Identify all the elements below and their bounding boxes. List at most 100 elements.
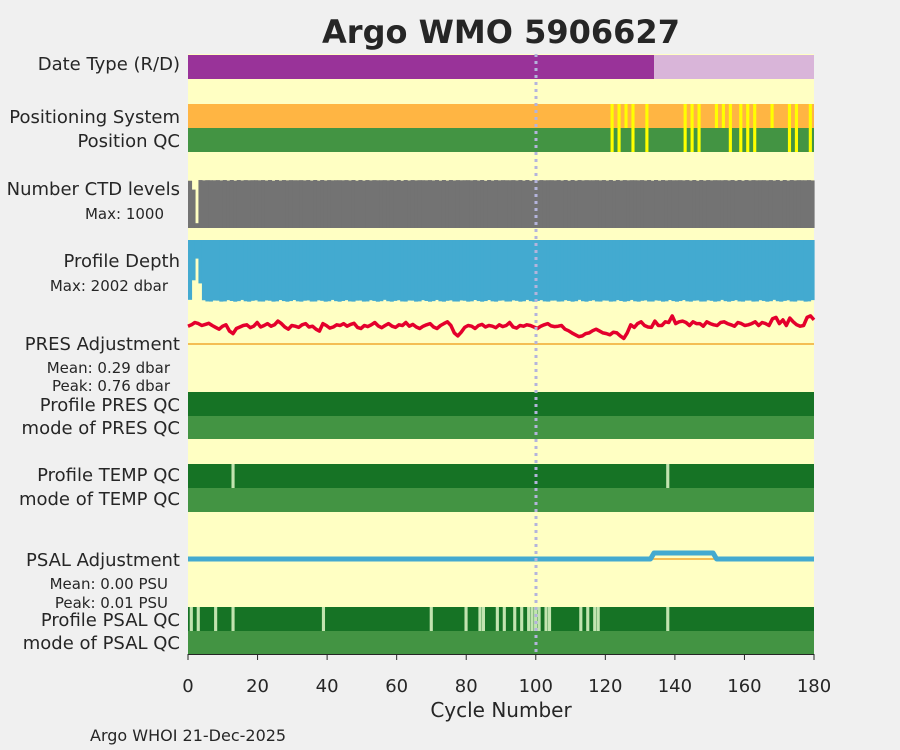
ctd-level-bar: [354, 180, 360, 228]
ctd-level-bar: [365, 180, 370, 228]
depth-bar: [626, 240, 631, 302]
depth-bar: [664, 240, 669, 302]
ctd-level-bar: [243, 180, 248, 228]
depth-bar: [247, 240, 252, 302]
ctd-level-bar: [219, 180, 224, 228]
label-psal-peak: Peak: 0.01 PSU: [55, 594, 168, 612]
row-labels: Date Type (R/D) Positioning System Posit…: [7, 54, 180, 654]
depth-bar: [414, 240, 419, 302]
depth-bar: [765, 240, 770, 302]
ctd-level-bar: [288, 180, 293, 228]
ctd-level-bar: [205, 180, 210, 228]
ctd-level-bar: [295, 180, 300, 228]
ctd-level-bar: [382, 180, 387, 228]
depth-bar: [459, 240, 464, 301]
depth-bar: [191, 240, 196, 281]
ctd-level-bar: [695, 180, 700, 228]
ctd-level-bar: [504, 180, 509, 228]
ctd-level-bar: [194, 223, 200, 228]
depth-bar: [337, 240, 342, 302]
ctd-level-bar: [267, 180, 273, 228]
depth-bar: [660, 240, 666, 302]
mode-psal-qc-bar: [188, 631, 814, 654]
depth-bar: [501, 240, 506, 301]
ctd-level-bar: [424, 180, 429, 228]
depth-bar: [723, 240, 728, 302]
ctd-level-bar: [796, 180, 801, 228]
profile-psal-qc-flag: [321, 607, 326, 631]
ctd-level-bar: [671, 180, 676, 228]
depth-bar: [636, 240, 641, 302]
ctd-level-bar: [560, 180, 565, 228]
depth-bar: [810, 240, 815, 301]
ctd-level-bar: [490, 180, 495, 228]
profile-psal-qc-flag: [527, 607, 531, 631]
depth-bar: [473, 240, 478, 301]
depth-bar: [622, 240, 627, 302]
depth-bar: [650, 240, 655, 302]
depth-bar: [334, 240, 339, 302]
ctd-level-bar: [601, 180, 606, 228]
depth-bar: [480, 240, 485, 302]
ctd-level-bar: [341, 180, 346, 228]
depth-bar: [667, 240, 673, 301]
ctd-level-bar: [452, 180, 457, 228]
ctd-level-bar: [751, 180, 756, 228]
ctd-level-bar: [660, 180, 666, 228]
ctd-level-bar: [379, 180, 384, 228]
depth-bar: [438, 240, 443, 302]
profile-pres-qc-bar: [188, 392, 814, 416]
ctd-level-bar: [786, 180, 791, 228]
ctd-level-bar: [587, 180, 593, 228]
x-tick-label: 80: [455, 676, 478, 697]
ctd-level-bar: [619, 180, 624, 228]
profile-psal-qc-flag: [495, 607, 499, 631]
ctd-level-bar: [532, 180, 537, 228]
depth-bar: [393, 240, 398, 301]
position-qc-flag: [746, 128, 750, 152]
ctd-level-bar: [612, 180, 617, 228]
depth-bar: [619, 240, 624, 302]
x-axis-label: Cycle Number: [430, 698, 572, 722]
position-qc-flag: [697, 128, 701, 152]
ctd-level-bar: [389, 180, 394, 228]
ctd-level-bar: [789, 180, 794, 228]
label-psal-adjustment: PSAL Adjustment: [26, 550, 180, 571]
profile-psal-qc-flag: [464, 607, 468, 631]
ctd-level-bar: [744, 180, 749, 228]
profile-psal-qc-flag: [189, 607, 193, 631]
depth-bar: [445, 240, 450, 301]
depth-bar: [542, 240, 547, 302]
x-ticks: 0 20 40 60 80 100 120 140 160 180: [182, 654, 831, 697]
profile-psal-qc-flag: [520, 607, 524, 631]
depth-bar: [699, 240, 704, 302]
ctd-level-bar: [567, 180, 572, 228]
depth-bar: [688, 240, 693, 302]
depth-bar: [274, 240, 280, 302]
ctd-level-bar: [667, 180, 673, 228]
ctd-level-bar: [393, 180, 398, 228]
positioning-flag: [794, 104, 799, 128]
chart-title: Argo WMO 5906627: [322, 13, 680, 51]
depth-bar: [727, 240, 732, 302]
ctd-level-bar: [688, 180, 693, 228]
depth-bar: [574, 240, 579, 302]
ctd-level-bar: [466, 180, 471, 228]
ctd-level-bar: [615, 180, 620, 228]
depth-bar: [796, 240, 801, 301]
ctd-level-bar: [563, 180, 568, 228]
ctd-level-bar: [212, 180, 217, 228]
ctd-level-bar: [723, 180, 728, 228]
positioning-flag: [721, 104, 725, 128]
depth-bar: [344, 240, 349, 301]
position-qc-flag: [690, 128, 694, 152]
depth-bar: [368, 240, 373, 301]
ctd-level-bar: [198, 180, 203, 228]
depth-bar: [250, 240, 255, 301]
position-qc-flag: [683, 128, 687, 152]
depth-bar: [507, 240, 513, 302]
positioning-flag: [610, 104, 614, 128]
ctd-level-bar: [386, 180, 391, 228]
ctd-level-bar: [768, 180, 773, 228]
